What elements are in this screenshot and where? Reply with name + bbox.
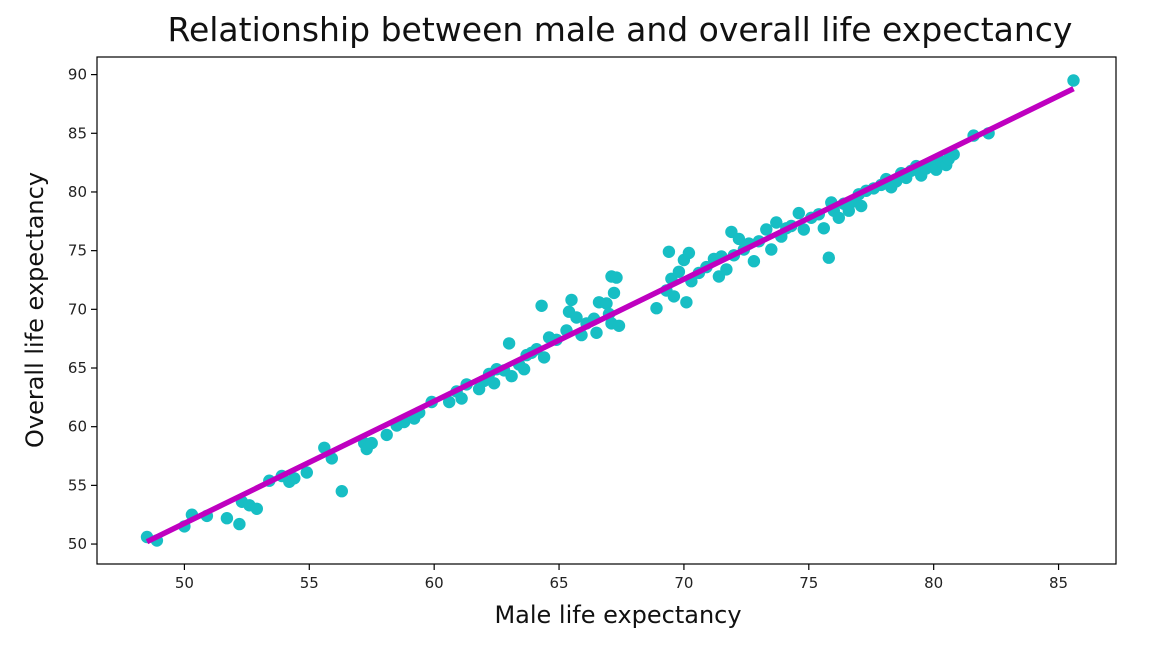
y-tick-label: 80 — [68, 183, 87, 201]
x-tick-label: 80 — [924, 574, 943, 592]
data-point — [720, 263, 733, 276]
y-tick-label: 90 — [68, 66, 87, 84]
plot-border — [96, 56, 1117, 565]
data-points — [140, 74, 1080, 547]
data-point — [565, 293, 578, 307]
data-point — [300, 466, 313, 479]
data-point — [600, 297, 613, 310]
fit-line — [145, 86, 1075, 545]
plot-area — [96, 56, 1117, 565]
data-point — [380, 428, 393, 442]
data-point — [760, 223, 773, 236]
data-point — [612, 319, 626, 332]
data-point — [672, 265, 686, 278]
data-point — [517, 363, 531, 376]
x-axis-ticks: 50 55 60 65 70 75 80 85 — [175, 564, 1068, 592]
data-point — [770, 216, 783, 229]
data-point — [233, 517, 246, 531]
data-point — [822, 251, 835, 264]
data-point — [817, 222, 830, 235]
data-point — [250, 502, 263, 515]
data-point — [288, 472, 301, 485]
x-tick-label: 60 — [425, 574, 444, 592]
x-tick-label: 55 — [300, 574, 319, 592]
data-point — [732, 232, 746, 246]
data-point — [765, 243, 778, 256]
x-tick-label: 75 — [799, 574, 818, 592]
chart-title: Relationship between male and overall li… — [168, 10, 1073, 49]
fit-line-layer — [145, 86, 1075, 545]
y-tick-label: 65 — [68, 359, 87, 377]
data-point — [855, 199, 868, 213]
x-axis-label: Male life expectancy — [494, 601, 741, 629]
data-point — [650, 302, 663, 315]
data-point — [505, 370, 518, 383]
data-point — [667, 290, 681, 303]
data-point — [682, 246, 696, 260]
data-point — [792, 206, 805, 220]
y-axis-ticks: 50 55 60 65 70 75 80 85 90 — [68, 66, 97, 553]
data-point — [365, 436, 378, 450]
data-point — [535, 299, 548, 312]
data-point — [443, 395, 456, 409]
data-point — [1067, 74, 1080, 87]
data-point — [797, 223, 810, 236]
x-tick-label: 65 — [549, 574, 568, 592]
data-point — [662, 245, 676, 258]
data-point — [607, 286, 621, 300]
y-tick-label: 75 — [68, 242, 87, 260]
data-point — [455, 392, 468, 405]
data-point — [747, 255, 761, 268]
data-point — [502, 337, 516, 350]
data-point — [610, 271, 623, 284]
x-tick-label: 70 — [674, 574, 693, 592]
data-point — [680, 296, 693, 309]
x-tick-label: 85 — [1049, 574, 1068, 592]
data-point — [537, 351, 551, 364]
y-tick-label: 85 — [68, 124, 87, 142]
x-tick-label: 50 — [175, 574, 194, 592]
data-point — [842, 204, 855, 217]
data-point — [335, 485, 348, 498]
y-tick-label: 60 — [68, 418, 87, 436]
data-point — [220, 512, 234, 525]
data-point — [570, 311, 583, 324]
data-point — [487, 377, 501, 390]
data-point — [832, 211, 845, 224]
data-point — [590, 326, 603, 339]
y-tick-label: 55 — [68, 476, 87, 494]
y-tick-label: 50 — [68, 535, 87, 553]
y-axis-label: Overall life expectancy — [21, 172, 49, 448]
y-tick-label: 70 — [68, 300, 87, 318]
